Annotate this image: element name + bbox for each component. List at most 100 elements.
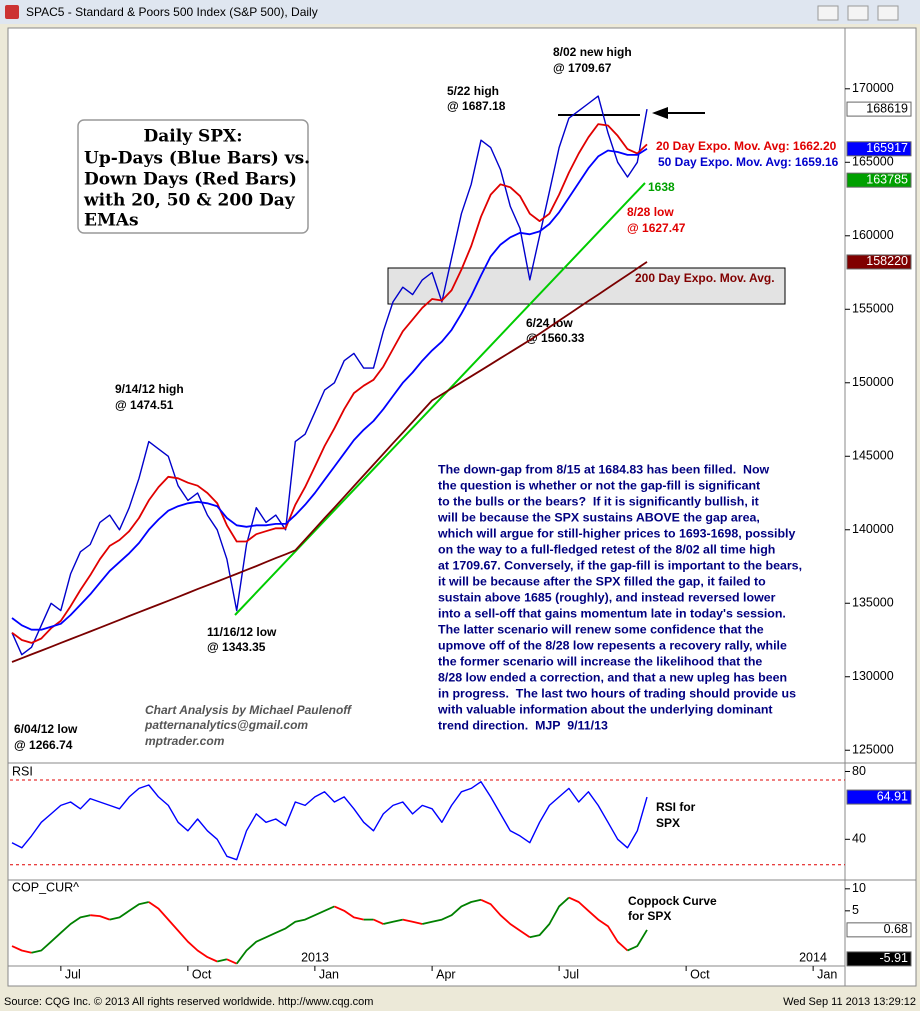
- panel-label: SPX: [656, 816, 680, 830]
- coppock-line: [31, 914, 91, 954]
- annotation: 50 Day Expo. Mov. Avg: 1659.16: [658, 155, 839, 169]
- commentary-line: trend direction. MJP 9/11/13: [438, 718, 608, 732]
- commentary-line: upmove off of the 8/28 low repesents a r…: [438, 638, 787, 652]
- x-tick-label: Apr: [436, 967, 455, 981]
- coppock-line: [373, 918, 384, 925]
- y-tick-label: 80: [852, 764, 866, 778]
- annotation: 5/22 high: [447, 84, 499, 98]
- minimize-button[interactable]: [817, 5, 839, 21]
- panel-title: COP_CUR^: [12, 880, 79, 894]
- annotation: 8/02 new high: [553, 45, 632, 59]
- series-line: [11, 148, 648, 631]
- annotation: @ 1474.51: [115, 398, 174, 412]
- panel-title: RSI: [12, 764, 33, 778]
- commentary-line: with valuable information about the unde…: [437, 702, 773, 716]
- y-tick-label: 155000: [852, 302, 894, 316]
- coppock-line: [90, 914, 111, 921]
- x-tick-label: Jul: [563, 967, 579, 981]
- value-box: [846, 789, 912, 805]
- annotation: @ 1560.33: [526, 331, 585, 345]
- series-line: [11, 781, 648, 861]
- value-box: [846, 172, 912, 188]
- commentary-line: the question is whether or not the gap-f…: [438, 478, 760, 492]
- series-line: [11, 123, 648, 644]
- title-box-line: Down Days (Red Bars): [84, 170, 297, 190]
- credit: Chart Analysis by Michael Paulenoff: [145, 703, 352, 717]
- commentary-line: The latter scenario will renew some conf…: [438, 622, 764, 636]
- value-box: [846, 254, 912, 270]
- arrow-head: [652, 107, 668, 119]
- coppock-line: [627, 929, 648, 952]
- value-box: [846, 101, 912, 117]
- coppock-line: [235, 905, 335, 965]
- footer-source: Source: CQG Inc. © 2013 All rights reser…: [4, 996, 373, 1008]
- annotation: 20 Day Expo. Mov. Avg: 1662.20: [656, 139, 837, 153]
- title-box-line: Up-Days (Blue Bars) vs.: [84, 149, 310, 169]
- app-icon: [5, 5, 19, 19]
- value-box-label: 0.68: [884, 922, 908, 936]
- x-tick-label: Jul: [65, 967, 81, 981]
- annotation: @ 1343.35: [207, 640, 266, 654]
- commentary-line: the former scenario will increase the li…: [438, 654, 762, 668]
- annotation: 8/28 low: [627, 205, 674, 219]
- value-box: [846, 141, 912, 157]
- coppock-line: [217, 958, 228, 963]
- annotation: 9/14/12 high: [115, 382, 184, 396]
- series-line: [11, 95, 648, 656]
- coppock-line: [402, 918, 423, 925]
- x-tick-label: Jan: [319, 967, 339, 981]
- y-tick-label: 160000: [852, 228, 894, 242]
- coppock-line: [422, 898, 482, 925]
- panel-label: Coppock Curve: [628, 894, 717, 908]
- annotation: @ 1266.74: [14, 738, 73, 752]
- value-box-label: -5.91: [880, 951, 909, 965]
- title-box-line: Daily SPX:: [144, 127, 243, 147]
- annotation: 6/24 low: [526, 316, 573, 330]
- annotation: 200 Day Expo. Mov. Avg.: [635, 271, 775, 285]
- commentary-line: into a sell-off that gains momentum late…: [438, 606, 786, 620]
- value-box-label: 158220: [866, 254, 908, 268]
- series-line: [11, 261, 648, 663]
- title-box-line: with 20, 50 & 200 Day: [83, 191, 296, 211]
- panel-label: RSI for: [656, 800, 696, 814]
- x-tick-label: Oct: [690, 967, 710, 981]
- credit: mptrader.com: [145, 734, 225, 748]
- commentary-line: it will be because after the SPX filled …: [438, 574, 766, 588]
- coppock-line: [109, 901, 149, 921]
- y-tick-label: 10: [852, 881, 866, 895]
- y-tick-label: 40: [852, 832, 866, 846]
- title-box-line: EMAs: [84, 211, 139, 231]
- coppock-line: [480, 898, 531, 939]
- y-tick-label: 165000: [852, 155, 894, 169]
- trend-line: [234, 182, 646, 616]
- y-tick-label: 150000: [852, 375, 894, 389]
- coppock-line: [529, 896, 570, 939]
- window-title: SPAC5 - Standard & Poors 500 Index (S&P …: [26, 5, 318, 19]
- footer-timestamp: Wed Sep 11 2013 13:29:12: [783, 996, 916, 1008]
- coppock-line: [568, 896, 629, 952]
- commentary-line: sustain above 1685 (roughly), and instea…: [438, 590, 776, 604]
- coppock-line: [334, 905, 364, 921]
- commentary-line: in progress. The last two hours of tradi…: [438, 686, 796, 700]
- title-bar: [0, 0, 920, 24]
- coppock-line: [148, 901, 218, 963]
- maximize-button[interactable]: [847, 5, 869, 21]
- commentary-line: to the bulls or the bears? If it is sign…: [438, 494, 759, 508]
- coppock-line: [11, 945, 32, 954]
- panel-label: for SPX: [628, 909, 671, 923]
- year-label: 2013: [301, 950, 329, 964]
- value-box: [846, 922, 912, 938]
- close-button[interactable]: [877, 5, 899, 21]
- commentary-line: The down-gap from 8/15 at 1684.83 has be…: [438, 462, 770, 476]
- y-tick-label: 145000: [852, 449, 894, 463]
- commentary-line: 8/28 low ended a correction, and that a …: [438, 670, 787, 684]
- title-box: [77, 119, 309, 234]
- y-tick-label: 135000: [852, 596, 894, 610]
- coppock-line: [383, 918, 403, 925]
- y-tick-label: 5: [852, 903, 859, 917]
- y-tick-label: 130000: [852, 669, 894, 683]
- coppock-line: [226, 958, 238, 965]
- annotation: @ 1627.47: [627, 221, 686, 235]
- annotation: @ 1687.18: [447, 99, 506, 113]
- value-box-label: 64.91: [877, 789, 908, 803]
